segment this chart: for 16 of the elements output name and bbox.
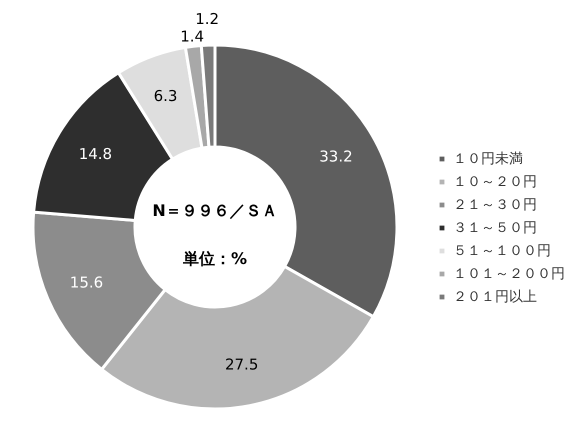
legend-label: ２０１円以上	[453, 289, 537, 305]
legend-label: ５１～１００円	[453, 243, 551, 259]
data-label: 1.2	[195, 10, 220, 28]
text: 単位：%	[182, 249, 248, 268]
data-label: 1.4	[180, 27, 204, 46]
data-label: 27.5	[224, 355, 258, 374]
data-label: 14.8	[78, 145, 112, 164]
legend-label: ２１～３０円	[453, 197, 537, 213]
legend-label: １０１～２００円	[453, 266, 565, 282]
data-label: 6.3	[154, 87, 178, 106]
legend-label: １０～２０円	[453, 174, 537, 190]
data-label: 15.6	[70, 274, 104, 292]
legend-label: １０円未満	[453, 151, 523, 167]
data-label: 33.2	[319, 147, 353, 166]
legend-label: ３１～５０円	[453, 220, 537, 236]
text: N＝９９６／ＳＡ	[152, 201, 278, 220]
